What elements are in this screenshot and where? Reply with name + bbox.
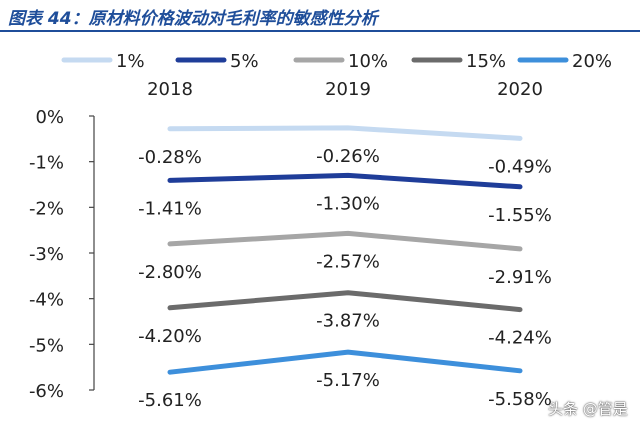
data-label-1pct-2020: -0.49% [488,156,552,177]
y-tick-label: -5% [29,335,64,356]
data-label-20pct-2019: -5.17% [316,370,380,391]
category-labels: 2018 2019 2020 [147,79,543,100]
legend-label-10pct: 10% [348,51,388,72]
watermark: 头条 @管是 [548,400,628,418]
series-lines [167,125,523,375]
data-label-10pct-2018: -2.80% [138,262,202,283]
category-label-2018: 2018 [147,79,193,100]
y-tick-label: -3% [29,244,64,265]
legend-label-5pct: 5% [230,51,259,72]
data-label-10pct-2020: -2.91% [488,267,552,288]
data-label-1pct-2018: -0.28% [138,147,202,168]
legend-label-20pct: 20% [572,51,612,72]
y-tick-label: -4% [29,290,64,311]
series-line-5pct [167,172,523,190]
y-tick-label: -2% [29,198,64,219]
data-label-1pct-2019: -0.26% [316,146,380,167]
data-label-5pct-2020: -1.55% [488,205,552,226]
data-label-20pct-2020: -5.58% [488,389,552,410]
data-labels: -0.28% -0.26% -0.49% -1.41% -1.30% -1.55% -2.8… [138,146,552,411]
data-label-5pct-2019: -1.30% [316,193,380,214]
data-label-10pct-2019: -2.57% [316,251,380,272]
y-axis: 0% -1% -2% -3% -4% -5% -6% [29,107,95,402]
title-bar: 图表 44：原材料价格波动对毛利率的敏感性分析 [0,0,640,32]
series-line-10pct [167,230,523,252]
y-tick-label: -6% [29,381,64,402]
series-line-15pct [167,290,523,313]
data-label-20pct-2018: -5.61% [138,390,202,411]
y-tick-label: 0% [35,107,64,128]
category-label-2019: 2019 [325,79,371,100]
y-tick-label: -1% [29,153,64,174]
legend: 1% 5% 10% 15% 20% [61,51,612,72]
data-label-5pct-2018: -1.41% [138,198,202,219]
data-label-15pct-2020: -4.24% [488,328,552,349]
legend-label-1pct: 1% [116,51,145,72]
chart-title: 图表 44：原材料价格波动对毛利率的敏感性分析 [8,9,378,29]
data-label-15pct-2018: -4.20% [138,326,202,347]
data-label-15pct-2019: -3.87% [316,311,380,332]
legend-label-15pct: 15% [466,51,506,72]
series-line-20pct [167,349,523,375]
category-label-2020: 2020 [497,79,543,100]
series-line-1pct [167,125,523,141]
